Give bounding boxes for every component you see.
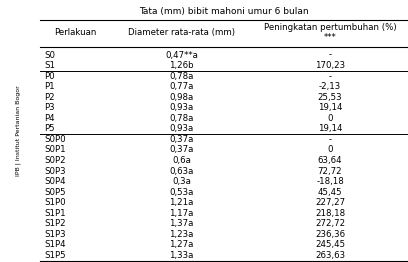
Text: S1P5: S1P5	[44, 251, 66, 260]
Text: S1: S1	[44, 61, 55, 70]
Text: S0P1: S0P1	[44, 145, 66, 155]
Text: P2: P2	[44, 93, 55, 102]
Text: 0,3a: 0,3a	[172, 177, 191, 186]
Text: S0P3: S0P3	[44, 167, 66, 176]
Text: Diameter rata-rata (mm): Diameter rata-rata (mm)	[128, 28, 235, 37]
Text: 0,77a: 0,77a	[169, 82, 194, 91]
Text: -2,13: -2,13	[319, 82, 341, 91]
Text: -: -	[328, 72, 332, 81]
Text: S1P4: S1P4	[44, 240, 66, 249]
Text: S1P3: S1P3	[44, 230, 66, 239]
Text: P4: P4	[44, 114, 55, 123]
Text: S0P5: S0P5	[44, 188, 66, 197]
Text: 236,36: 236,36	[315, 230, 345, 239]
Text: 0,37a: 0,37a	[169, 145, 194, 155]
Text: 1,26b: 1,26b	[169, 61, 194, 70]
Text: 245,45: 245,45	[315, 240, 345, 249]
Text: 1,17a: 1,17a	[169, 209, 194, 218]
Text: Perlakuan: Perlakuan	[55, 28, 97, 37]
Text: IPB | Institut Pertanian Bogor: IPB | Institut Pertanian Bogor	[16, 86, 21, 176]
Text: 0,93a: 0,93a	[169, 124, 194, 133]
Text: 19,14: 19,14	[318, 124, 342, 133]
Text: 1,33a: 1,33a	[169, 251, 194, 260]
Text: 0,78a: 0,78a	[169, 114, 194, 123]
Text: 1,37a: 1,37a	[169, 219, 194, 228]
Text: 218,18: 218,18	[315, 209, 345, 218]
Text: Peningkatan pertumbuhan (%)
***: Peningkatan pertumbuhan (%) ***	[264, 23, 396, 42]
Text: S0: S0	[44, 51, 55, 59]
Text: P1: P1	[44, 82, 55, 91]
Text: 72,72: 72,72	[318, 167, 342, 176]
Text: S1P1: S1P1	[44, 209, 66, 218]
Text: S0P2: S0P2	[44, 156, 66, 165]
Text: 0: 0	[327, 114, 333, 123]
Text: S1P2: S1P2	[44, 219, 66, 228]
Text: Tata (mm) bibit mahoni umur 6 bulan: Tata (mm) bibit mahoni umur 6 bulan	[140, 7, 309, 15]
Text: 227,27: 227,27	[315, 198, 345, 207]
Text: 45,45: 45,45	[318, 188, 342, 197]
Text: 1,27a: 1,27a	[169, 240, 194, 249]
Text: 170,23: 170,23	[315, 61, 345, 70]
Text: -18,18: -18,18	[316, 177, 344, 186]
Text: 19,14: 19,14	[318, 103, 342, 112]
Text: S1P0: S1P0	[44, 198, 66, 207]
Text: 272,72: 272,72	[315, 219, 345, 228]
Text: -: -	[328, 51, 332, 59]
Text: 63,64: 63,64	[318, 156, 342, 165]
Text: 1,21a: 1,21a	[169, 198, 194, 207]
Text: 25,53: 25,53	[318, 93, 342, 102]
Text: 1,23a: 1,23a	[169, 230, 194, 239]
Text: P0: P0	[44, 72, 55, 81]
Text: 0,53a: 0,53a	[169, 188, 194, 197]
Text: 0,78a: 0,78a	[169, 72, 194, 81]
Text: 263,63: 263,63	[315, 251, 345, 260]
Text: S0P0: S0P0	[44, 135, 66, 144]
Text: 0,63a: 0,63a	[169, 167, 194, 176]
Text: -: -	[328, 135, 332, 144]
Text: 0,98a: 0,98a	[169, 93, 194, 102]
Text: 0: 0	[327, 145, 333, 155]
Text: P5: P5	[44, 124, 55, 133]
Text: 0,6a: 0,6a	[172, 156, 191, 165]
Text: 0,47**a: 0,47**a	[165, 51, 198, 59]
Text: S0P4: S0P4	[44, 177, 66, 186]
Text: 0,93a: 0,93a	[169, 103, 194, 112]
Text: 0,37a: 0,37a	[169, 135, 194, 144]
Text: P3: P3	[44, 103, 55, 112]
